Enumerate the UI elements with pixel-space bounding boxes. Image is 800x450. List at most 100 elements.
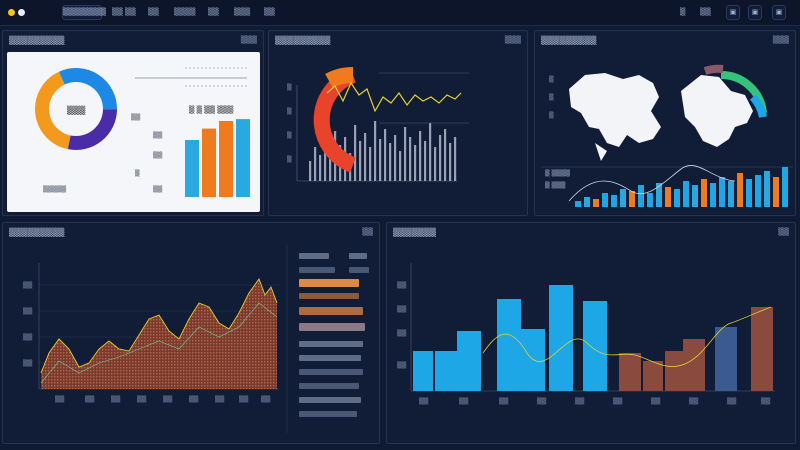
list-item xyxy=(299,355,361,361)
small-bar-0 xyxy=(185,140,199,197)
axis-tick: ▒▒ xyxy=(153,152,163,159)
topbar-right-item-1[interactable]: ▒ xyxy=(680,8,686,16)
activity-bar xyxy=(434,147,437,181)
activity-bar xyxy=(404,127,407,181)
svg-text:▒: ▒ xyxy=(287,83,292,91)
map-bar xyxy=(602,193,608,207)
comparison-bar xyxy=(715,327,737,391)
activity-bar xyxy=(444,129,447,181)
profile-button[interactable]: ▣ xyxy=(772,5,786,20)
axis-tick: ▒▒ xyxy=(131,114,141,121)
map-bar xyxy=(575,201,581,207)
svg-text:▒▒: ▒▒ xyxy=(727,397,737,405)
panel-menu[interactable]: ▒▒▒ xyxy=(504,36,521,44)
svg-text:▒▒: ▒▒ xyxy=(397,329,407,337)
nav-item-dashboard[interactable]: ▒▒▒▒▒▒▒▒ xyxy=(62,5,106,20)
map-bar xyxy=(584,197,590,207)
small-bar-chart xyxy=(185,119,250,197)
svg-text:▒▒: ▒▒ xyxy=(189,395,199,403)
map-bar xyxy=(647,193,653,207)
list-item xyxy=(299,307,363,315)
list-item xyxy=(299,267,335,273)
list-item xyxy=(349,267,369,273)
trend-area-chart: ▒▒ ▒▒ ▒▒ ▒▒ ▒▒ ▒▒ ▒▒ ▒▒ ▒▒ ▒▒ ▒▒ ▒▒ ▒▒ xyxy=(23,245,288,433)
panel-trend: ▒▒▒▒▒▒▒▒▒ ▒▒ ▒▒ ▒▒ ▒▒ ▒▒ ▒▒ ▒▒ ▒▒ ▒▒ ▒▒ … xyxy=(2,222,380,444)
comparison-bar xyxy=(665,351,685,391)
panel-title: ▒▒▒▒▒▒▒▒▒ xyxy=(275,36,331,45)
comparison-bar xyxy=(619,353,641,391)
svg-text:▒: ▒ xyxy=(287,155,292,163)
panel-map: ▒▒▒▒▒▒▒▒▒ ▒▒▒ ▒ ▒ ▒ ▒ ▒▒▒▒ ▒ ▒▒▒ xyxy=(534,30,796,216)
svg-text:▒▒: ▒▒ xyxy=(85,395,95,403)
svg-text:▒ ▒ ▒▒ ▒▒▒: ▒ ▒ ▒▒ ▒▒▒ xyxy=(189,105,234,114)
activity-chart: ▒ ▒ ▒ ▒ xyxy=(287,67,469,182)
svg-text:▒▒: ▒▒ xyxy=(23,281,33,289)
donut-slice-0 xyxy=(35,71,72,150)
nav-item-3[interactable]: ▒▒ xyxy=(148,8,159,16)
comparison-bar xyxy=(435,351,457,391)
donut-footer-label: ▒▒▒▒▒ xyxy=(43,186,67,193)
map-bar xyxy=(674,189,680,207)
map-bar xyxy=(683,181,689,207)
menu-dot-icon[interactable] xyxy=(18,9,25,16)
overview-card: ▒▒▒ ▒▒▒▒▒ ▒ ▒ ▒▒ ▒▒▒ ▒▒ ▒▒ ▒▒ ▒ ▒▒ xyxy=(7,52,260,212)
small-bar-3 xyxy=(236,119,250,197)
map-bar xyxy=(728,181,734,207)
activity-bar xyxy=(424,141,427,181)
svg-text:▒: ▒ xyxy=(549,111,554,119)
axis-tick: ▒▒ xyxy=(153,186,163,193)
list-item xyxy=(299,383,359,389)
comparison-bar xyxy=(583,301,607,391)
map-bar xyxy=(692,185,698,207)
nav-item-5[interactable]: ▒▒ xyxy=(208,8,219,16)
map-bar xyxy=(719,177,725,207)
list-item xyxy=(299,293,359,299)
nav-item-2[interactable]: ▒▒ ▒▒ xyxy=(112,8,136,16)
comparison-bar-chart: ▒▒ ▒▒ ▒▒ ▒▒ ▒▒ ▒▒ ▒▒ ▒▒ ▒▒ ▒▒ ▒▒ ▒▒ ▒▒ ▒… xyxy=(397,263,775,405)
svg-text:▒ ▒▒▒: ▒ ▒▒▒ xyxy=(545,181,566,189)
activity-bar xyxy=(359,141,362,181)
notifications-button[interactable]: ▣ xyxy=(726,5,740,20)
map-bar xyxy=(638,185,644,207)
panel-menu[interactable]: ▒▒▒ xyxy=(240,36,257,44)
top-bar: ▒▒▒▒▒▒▒▒ ▒▒ ▒▒ ▒▒ ▒▒▒▒ ▒▒ ▒▒▒ ▒▒ ▒ ▒▒ ▣ … xyxy=(0,0,800,26)
svg-text:▒▒: ▒▒ xyxy=(261,395,271,403)
svg-text:▒▒: ▒▒ xyxy=(163,395,173,403)
svg-text:▒: ▒ xyxy=(287,107,292,115)
svg-text:▒▒: ▒▒ xyxy=(397,281,407,289)
activity-bar xyxy=(354,125,357,181)
comparison-bar xyxy=(521,329,545,391)
svg-text:▒▒: ▒▒ xyxy=(761,397,771,405)
map-bar xyxy=(611,195,617,207)
activity-bar xyxy=(319,155,322,181)
list-item xyxy=(299,397,361,403)
map-bar xyxy=(764,171,770,207)
activity-bar xyxy=(399,151,402,181)
comparison-bar xyxy=(549,285,573,391)
comparison-bar xyxy=(643,361,663,391)
activity-bar xyxy=(309,161,312,181)
panel-menu[interactable]: ▒▒▒ xyxy=(772,36,789,44)
activity-bar xyxy=(429,123,432,181)
activity-bar xyxy=(414,145,417,181)
axis-tick: ▒▒ xyxy=(153,132,163,139)
activity-bar xyxy=(364,133,367,181)
nav-item-7[interactable]: ▒▒ xyxy=(264,8,275,16)
map-bar xyxy=(710,183,716,207)
panel-menu[interactable]: ▒▒ xyxy=(362,228,373,236)
svg-text:▒: ▒ xyxy=(287,131,292,139)
donut-center-label: ▒▒▒ xyxy=(67,106,86,115)
donut-slice-2 xyxy=(67,108,117,150)
svg-text:▒: ▒ xyxy=(549,75,554,83)
donut-chart xyxy=(35,68,117,150)
nav-item-6[interactable]: ▒▒▒ xyxy=(234,8,251,16)
svg-text:▒▒: ▒▒ xyxy=(575,397,585,405)
panel-menu[interactable]: ▒▒ xyxy=(778,228,789,236)
nav-item-4[interactable]: ▒▒▒▒ xyxy=(174,8,196,16)
topbar-right-item-2[interactable]: ▒▒ xyxy=(700,8,711,16)
activity-bar xyxy=(394,135,397,181)
panel-comparison: ▒▒▒▒▒▒▒ ▒▒ ▒▒ ▒▒ ▒▒ ▒▒ ▒▒ ▒▒ ▒▒ ▒▒ ▒▒ ▒▒… xyxy=(386,222,796,444)
map-bar xyxy=(665,187,671,207)
settings-button[interactable]: ▣ xyxy=(748,5,762,20)
activity-bar xyxy=(384,129,387,181)
